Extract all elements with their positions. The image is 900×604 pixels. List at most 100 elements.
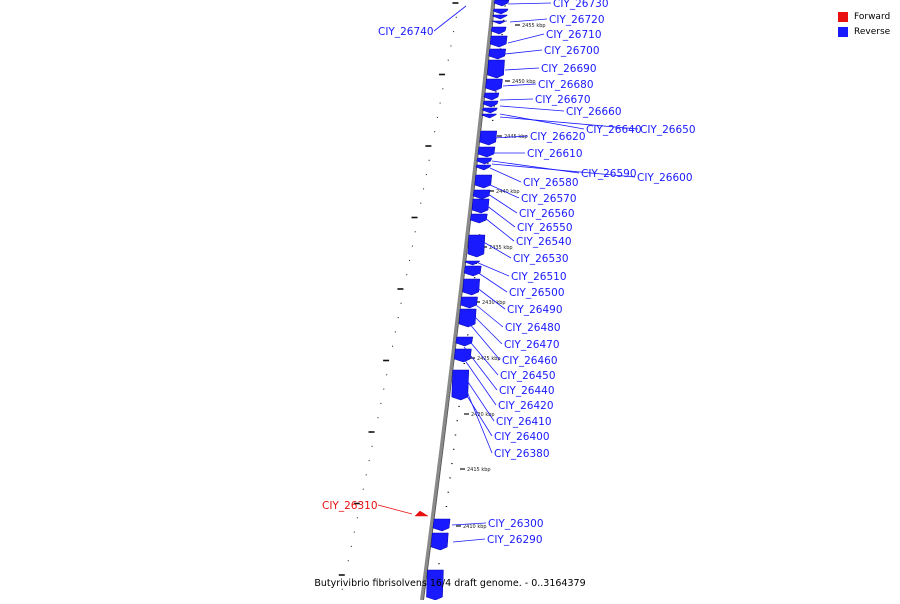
gene-block (467, 234, 486, 258)
gene-label: CIY_26380 (494, 448, 550, 460)
gene-label: CIY_26540 (516, 236, 572, 248)
gene-label: CIY_26650 (640, 124, 696, 136)
gene-leader-line (509, 18, 548, 23)
scale-label: 2425 kbp (477, 356, 501, 362)
gene-label: CIY_26440 (499, 385, 555, 397)
gene-block (476, 157, 493, 165)
gene-label: CIY_26420 (498, 400, 554, 412)
gene-block (462, 278, 480, 296)
gene-block (460, 296, 478, 309)
reverse-swatch (838, 26, 848, 37)
gene-block (493, 0, 510, 7)
gene-leader-line (465, 336, 499, 376)
gene-block (481, 113, 498, 119)
gene-label: CIY_26410 (496, 416, 552, 428)
gene-block (455, 336, 474, 347)
gene-leader-line (493, 135, 529, 139)
gene-label: CIY_26710 (546, 29, 602, 41)
gene-label: CIY_26690 (541, 63, 597, 75)
gene-block (432, 518, 451, 532)
gene-label: CIY_26300 (488, 518, 544, 530)
gene-label: CIY_26400 (494, 431, 550, 443)
gene-label: CIY_26700 (544, 45, 600, 57)
gene-leader-line (479, 239, 512, 259)
gene-block (426, 569, 444, 601)
gene-block (463, 265, 482, 277)
gene-leader-line (452, 538, 486, 543)
scale-label: 2435 kbp (489, 245, 513, 251)
gene-leader-line (463, 346, 498, 391)
gene-label: CIY_26290 (487, 534, 543, 546)
legend-forward-label: Forward (854, 11, 891, 22)
gene-leader-line (499, 105, 565, 112)
map-caption: Butyrivibrio fibrisolvens 16/4 draft gen… (314, 578, 586, 589)
gene-label: CIY_26450 (500, 370, 556, 382)
scale-label: 2420 kbp (471, 412, 495, 418)
gene-leader-line (504, 49, 543, 55)
gene-label: CIY_26530 (513, 253, 569, 265)
gene-label: CIY_26560 (519, 208, 575, 220)
gene-leader-line (458, 382, 493, 437)
gene-leader-line (467, 321, 501, 361)
scale-label: 2450 kbp (512, 79, 536, 85)
gene-label: CIY_26570 (521, 193, 577, 205)
gene-label: CIY_26620 (530, 131, 586, 143)
gene-label: CIY_26310 (322, 500, 378, 512)
scale-label: 2410 kbp (463, 524, 487, 530)
gene-leader-line (484, 217, 515, 242)
gene-block (477, 146, 496, 158)
gene-label: CIY_26490 (507, 304, 563, 316)
forward-swatch (838, 11, 848, 22)
gene-label: CIY_26510 (511, 271, 567, 283)
gene-label: CIY_26740 (378, 26, 434, 38)
gene-leader-line (499, 113, 585, 130)
gene-block (430, 532, 449, 551)
gene-leader-line (433, 5, 467, 32)
gene-block (481, 107, 498, 114)
legend-reverse-label: Reverse (854, 26, 891, 37)
gene-label: CIY_26460 (502, 355, 558, 367)
gene-leader-line (469, 299, 504, 328)
gene-block (470, 213, 488, 224)
gene-block (491, 14, 509, 20)
gene-block (479, 130, 498, 146)
scale-label: 2430 kbp (482, 300, 506, 306)
gene-label: CIY_26720 (549, 14, 605, 26)
scale-label: 2440 kbp (496, 189, 520, 195)
gene-label: CIY_26500 (509, 287, 565, 299)
gene-block (490, 26, 507, 35)
gene-block (485, 78, 503, 92)
gene-leader-line (507, 2, 552, 5)
gene-leader-line (473, 269, 508, 293)
gene-leader-line (475, 261, 510, 277)
gene-label: CIY_26670 (535, 94, 591, 106)
gene-label: CIY_26580 (523, 177, 579, 189)
gene-label: CIY_26470 (504, 339, 560, 351)
gene-leader-line (499, 116, 639, 130)
gene-label: CIY_26590 (581, 168, 637, 180)
gene-label: CIY_26610 (527, 148, 583, 160)
gene-leader-line (487, 193, 518, 214)
gene-block (492, 8, 509, 15)
legend-forward: Forward (838, 9, 890, 24)
scale-label: 2455 kbp (522, 23, 546, 29)
gene-block (475, 164, 492, 171)
forward-gene-glyph (414, 510, 429, 517)
backbone-line (419, 0, 495, 601)
gene-block (487, 59, 505, 79)
gene-leader-line (471, 283, 506, 310)
gene-label: CIY_26600 (637, 172, 693, 184)
gene-label: CIY_26640 (586, 124, 642, 136)
gene-block (482, 100, 499, 108)
gene-block (454, 348, 472, 363)
gene-block (483, 92, 500, 101)
gene-leader-line (459, 369, 495, 422)
gene-leader-line (461, 355, 497, 406)
gene-leader-line (491, 160, 580, 174)
gene-leader-line (502, 83, 537, 87)
legend-reverse: Reverse (838, 24, 890, 39)
gene-leader-line (485, 204, 516, 228)
gene-block (472, 189, 491, 200)
